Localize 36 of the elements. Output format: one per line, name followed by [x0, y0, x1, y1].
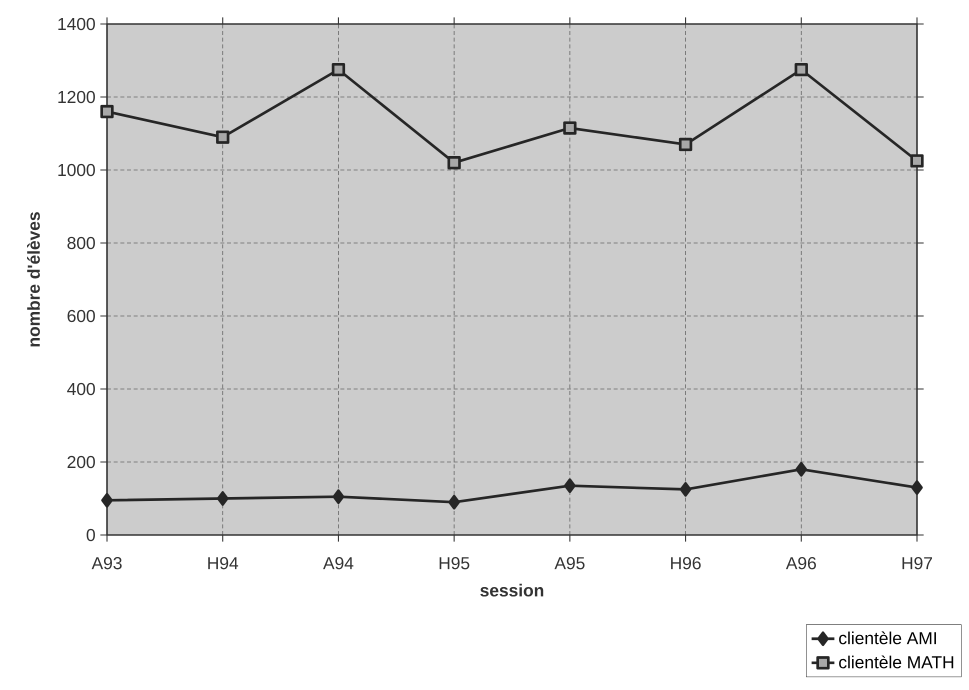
x-tick-label: H95	[440, 557, 470, 570]
x-tick-label: A96	[786, 557, 816, 570]
y-tick-label: 400	[67, 382, 95, 396]
y-tick-label: 200	[68, 456, 95, 468]
point	[101, 492, 113, 508]
point	[563, 121, 577, 135]
point	[564, 478, 576, 494]
point	[910, 154, 924, 168]
x-tick-label: A93	[92, 557, 122, 570]
point	[216, 491, 229, 506]
y-axis-title: nombre d'élèves	[27, 212, 40, 346]
y-tick-label: 0	[86, 528, 95, 542]
point	[680, 482, 692, 497]
y-tick-label: 800	[67, 236, 95, 250]
point	[447, 156, 461, 170]
point	[216, 130, 230, 144]
point	[794, 62, 808, 76]
point	[100, 104, 114, 118]
x-tick-label: H96	[671, 557, 701, 570]
y-tick-label: 1200	[58, 90, 95, 104]
point	[678, 138, 692, 152]
x-tick-label: H94	[208, 557, 238, 570]
x-tick-label: A94	[323, 557, 354, 570]
point	[795, 462, 808, 477]
point	[448, 494, 460, 510]
x-tick-label: H97	[902, 557, 932, 570]
x-tick-label: A95	[554, 557, 585, 570]
y-tick-label: 600	[68, 310, 95, 322]
x-axis-title: session	[480, 584, 544, 597]
point	[911, 480, 923, 495]
legend-label: clientèle MATH	[839, 655, 954, 668]
y-tick-label: 1400	[58, 18, 95, 30]
point	[332, 489, 344, 504]
point	[332, 62, 346, 76]
legend-label: clientèle AMI	[839, 631, 936, 644]
y-tick-label: 1000	[58, 164, 95, 176]
